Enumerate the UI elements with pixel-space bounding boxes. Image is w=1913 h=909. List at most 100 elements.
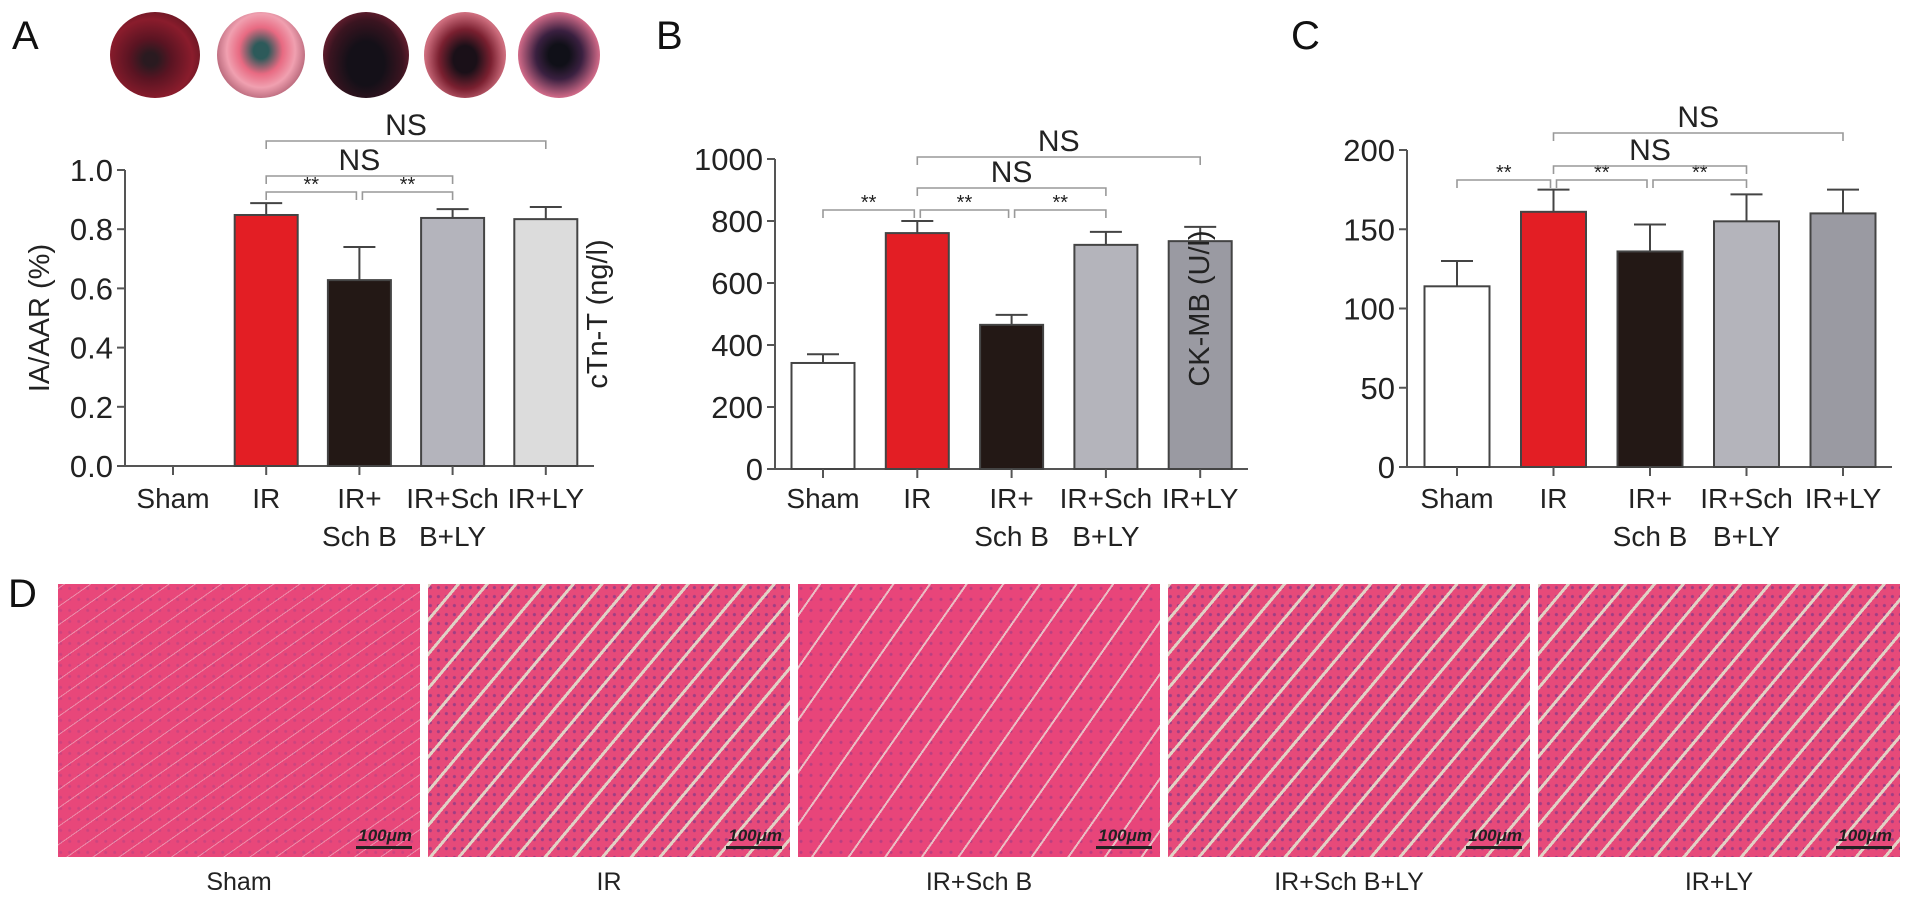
y-tick-label: 600: [711, 266, 763, 301]
bar: [1520, 210, 1587, 468]
significance-ns: NS: [385, 109, 427, 142]
significance-stars: **: [1692, 162, 1708, 184]
x-tick-label: B+LY: [1072, 521, 1140, 552]
scale-bar-label: 100μm: [358, 826, 412, 845]
heart-section-image-ir-ly: [518, 12, 600, 98]
significance-bracket: [1552, 165, 1748, 174]
significance-ns: NS: [1038, 125, 1080, 158]
significance-ns: NS: [1677, 101, 1719, 134]
significance-ns: NS: [991, 156, 1033, 189]
bar: [1616, 250, 1684, 468]
y-tick-label: 0.8: [70, 212, 113, 247]
significance-ns: NS: [339, 144, 381, 177]
y-tick-label: 0: [746, 452, 763, 487]
heart-section-image-ir-schb-ly: [424, 12, 506, 98]
x-tick-label: IR+: [989, 483, 1033, 514]
histology-label-ir-schb-ly: IR+Sch B+LY: [1274, 868, 1424, 896]
scale-bar-label: 100μm: [1098, 826, 1152, 845]
y-tick-label: 1000: [694, 142, 763, 177]
significance-stars: **: [400, 174, 416, 196]
x-tick-label: IR: [1540, 483, 1568, 514]
y-tick-label: 0.0: [70, 449, 113, 484]
y-axis-label: cTn-T (ng/l): [582, 239, 614, 388]
x-tick-label: B+LY: [1713, 521, 1781, 552]
bar: [420, 216, 486, 467]
significance-bracket: [1013, 209, 1107, 218]
significance-ns: NS: [1629, 134, 1671, 167]
significance-stars: **: [1594, 162, 1610, 184]
bar: [1423, 285, 1491, 468]
scale-bar-label: 100μm: [1838, 826, 1892, 845]
x-tick-label: IR+: [1628, 483, 1672, 514]
x-tick-label: IR+LY: [1162, 483, 1239, 514]
bar: [979, 323, 1045, 470]
significance-bracket: [361, 191, 454, 200]
x-tick-label: IR+Sch: [1060, 483, 1153, 514]
significance-bracket: [1555, 179, 1648, 188]
y-axis-label: IA/AAR (%): [24, 244, 56, 392]
x-tick-label: Sham: [1420, 483, 1493, 514]
significance-bracket: [919, 209, 1010, 218]
significance-bracket: [916, 187, 1107, 196]
scale-bar: 100μm: [356, 826, 412, 849]
significance-bracket: [1652, 179, 1748, 188]
histology-image-sham: 100μm: [58, 584, 420, 857]
y-axis-label: CK-MB (U/l): [1184, 230, 1216, 386]
histology-label-ir: IR: [596, 868, 622, 896]
significance-bracket: [1552, 132, 1844, 141]
significance-bracket: [916, 156, 1201, 165]
x-tick-label: Sham: [136, 483, 209, 514]
significance-stars: **: [1496, 162, 1512, 184]
bar: [790, 361, 856, 471]
bar: [1073, 243, 1139, 470]
y-tick-label: 0.2: [70, 390, 113, 425]
bar: [513, 218, 579, 467]
scale-bar-label: 100μm: [728, 826, 782, 845]
y-tick-label: 100: [1343, 292, 1395, 327]
significance-bracket: [822, 209, 916, 218]
significance-bracket: [265, 175, 454, 184]
significance-stars: **: [304, 174, 320, 196]
panel-letter-b: B: [656, 14, 683, 58]
x-tick-label: IR: [252, 483, 280, 514]
histology-label-ir-schb: IR+Sch B: [925, 868, 1033, 896]
y-tick-label: 1.0: [70, 153, 113, 188]
histology-image-ir-schb: 100μm: [798, 584, 1160, 857]
x-tick-label: B+LY: [419, 521, 487, 552]
bar: [233, 213, 299, 467]
heart-section-image-ir: [217, 12, 305, 98]
bar: [884, 232, 950, 470]
x-tick-label: IR+LY: [1805, 483, 1882, 514]
scale-bar: 100μm: [1466, 826, 1522, 849]
histology-image-ir-schb-ly: 100μm: [1168, 584, 1530, 857]
x-tick-label: IR+Sch: [406, 483, 499, 514]
significance-stars: **: [957, 192, 973, 214]
significance-stars: **: [1052, 192, 1068, 214]
significance-bracket: [265, 140, 547, 149]
heart-section-image-sham: [110, 12, 200, 98]
histology-image-ir-ly: 100μm: [1538, 584, 1900, 857]
panel-letter-d: D: [8, 572, 37, 616]
x-tick-label: IR+: [337, 483, 381, 514]
bar: [1713, 220, 1780, 468]
scale-bar: 100μm: [1096, 826, 1152, 849]
y-tick-label: 150: [1343, 212, 1395, 247]
y-tick-label: 800: [711, 204, 763, 239]
y-tick-label: 400: [711, 328, 763, 363]
x-tick-label: Sch B: [322, 521, 397, 552]
bar: [326, 279, 392, 467]
bar: [1809, 212, 1877, 468]
x-tick-label: IR+Sch: [1700, 483, 1793, 514]
x-tick-label: IR: [903, 483, 931, 514]
y-tick-label: 200: [1343, 133, 1395, 168]
panel-letter-a: A: [12, 14, 39, 58]
y-tick-label: 0.4: [70, 331, 113, 366]
histology-image-ir: 100μm: [428, 584, 790, 857]
y-tick-label: 200: [711, 390, 763, 425]
panel-letter-c: C: [1291, 14, 1320, 58]
y-tick-label: 50: [1361, 371, 1395, 406]
histology-label-ir-ly: IR+LY: [1684, 868, 1754, 896]
x-tick-label: IR+LY: [508, 483, 585, 514]
scale-bar-label: 100μm: [1468, 826, 1522, 845]
x-tick-label: Sch B: [974, 521, 1049, 552]
